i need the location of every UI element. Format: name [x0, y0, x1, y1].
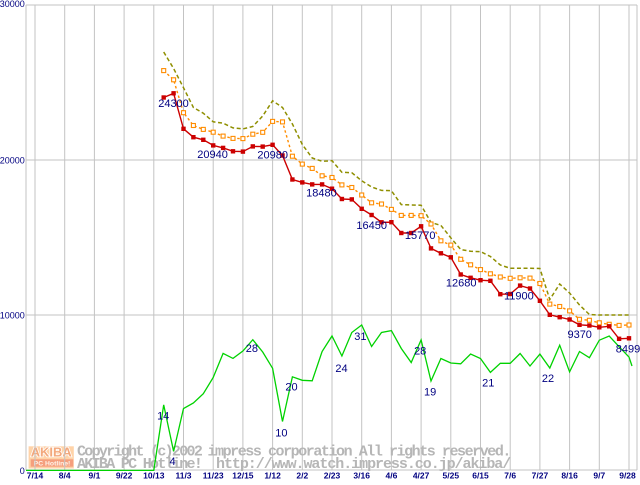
svg-text:4/6: 4/6: [385, 471, 397, 481]
svg-text:AKIBA PC Hotline!: AKIBA PC Hotline!: [77, 456, 201, 473]
svg-text:11/3: 11/3: [175, 471, 191, 481]
svg-text:22: 22: [542, 373, 554, 385]
svg-text:4/27: 4/27: [413, 471, 430, 481]
svg-text:11900: 11900: [504, 291, 534, 303]
svg-text:AKIBA: AKIBA: [31, 445, 73, 460]
svg-text:30000: 30000: [0, 0, 25, 9]
svg-text:19: 19: [424, 387, 436, 399]
svg-text:9/22: 9/22: [116, 471, 133, 481]
svg-text:11/23: 11/23: [203, 471, 224, 481]
svg-text:8/4: 8/4: [59, 471, 71, 481]
svg-text:18480: 18480: [306, 188, 337, 200]
svg-text:1/12: 1/12: [264, 471, 281, 481]
svg-text:2/23: 2/23: [324, 471, 341, 481]
svg-text:PC Hotline!: PC Hotline!: [34, 461, 71, 468]
svg-text:9/28: 9/28: [619, 471, 636, 481]
svg-text:10000: 10000: [0, 310, 25, 320]
svg-text:5/25: 5/25: [443, 471, 460, 481]
svg-text:10: 10: [275, 428, 287, 440]
svg-text:16450: 16450: [356, 220, 387, 232]
svg-text:24300: 24300: [158, 98, 189, 110]
svg-text:20000: 20000: [0, 155, 25, 165]
svg-text:9/7: 9/7: [593, 471, 605, 481]
svg-text:10/13: 10/13: [143, 471, 165, 481]
svg-text:4: 4: [170, 456, 176, 468]
svg-text:28: 28: [246, 343, 258, 355]
svg-text:0: 0: [20, 466, 25, 476]
svg-text:20980: 20980: [257, 150, 288, 162]
svg-text:2/2: 2/2: [296, 471, 308, 481]
svg-text:14: 14: [157, 411, 169, 423]
svg-text:8/16: 8/16: [561, 471, 578, 481]
svg-text:12680: 12680: [446, 278, 477, 290]
svg-text:21: 21: [482, 378, 494, 390]
svg-text:15770: 15770: [405, 230, 436, 242]
svg-text:6/15: 6/15: [472, 471, 489, 481]
svg-text:24: 24: [335, 363, 347, 375]
svg-text:7/27: 7/27: [532, 471, 549, 481]
svg-text:12/15: 12/15: [232, 471, 254, 481]
svg-text:impress corporation All rights: impress corporation All rights reserved.: [208, 444, 510, 461]
svg-text:http://www.watch.impress.co.jp: http://www.watch.impress.co.jp/akiba/: [216, 456, 511, 473]
svg-text:9370: 9370: [567, 329, 591, 341]
svg-text:9/1: 9/1: [88, 471, 100, 481]
svg-text:20940: 20940: [197, 149, 228, 161]
svg-text:3/16: 3/16: [353, 471, 370, 481]
svg-text:8499: 8499: [616, 343, 640, 355]
svg-text:28: 28: [414, 346, 426, 358]
svg-text:31: 31: [354, 331, 366, 343]
svg-text:7/14: 7/14: [27, 471, 44, 481]
svg-text:7/6: 7/6: [504, 471, 516, 481]
svg-text:20: 20: [285, 382, 297, 394]
